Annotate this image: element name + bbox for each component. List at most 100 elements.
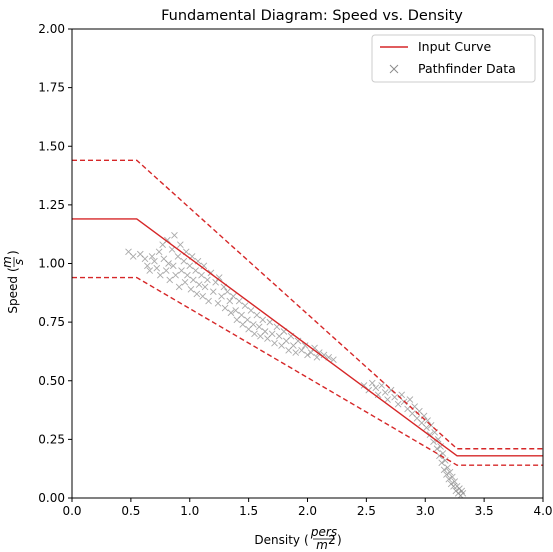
scatter-point bbox=[166, 276, 174, 284]
scatter-point bbox=[178, 267, 185, 274]
legend: Input Curve Pathfinder Data bbox=[371, 34, 536, 83]
scatter-point bbox=[301, 342, 309, 349]
scatter-point bbox=[330, 356, 337, 363]
scatter-point bbox=[214, 300, 222, 307]
y-tick-label: 2.00 bbox=[38, 22, 65, 36]
scatter-point bbox=[181, 278, 189, 286]
svg-text:): ) bbox=[6, 250, 20, 255]
legend-box bbox=[371, 34, 536, 83]
y-unit-numerator: m bbox=[0, 256, 14, 268]
scatter-point bbox=[268, 330, 276, 338]
scatter-point bbox=[320, 351, 328, 359]
scatter-point bbox=[271, 339, 278, 347]
svg-text:): ) bbox=[337, 533, 342, 547]
y-unit-denominator: s bbox=[12, 259, 26, 265]
x-axis-unit: ( pers m 2 ) bbox=[304, 525, 342, 552]
legend-scatter-marker bbox=[389, 64, 399, 74]
scatter-point bbox=[168, 246, 176, 253]
scatter-point bbox=[304, 351, 311, 359]
y-tick-label: 0.25 bbox=[38, 432, 65, 446]
scatter-point bbox=[241, 302, 249, 310]
x-tick-label: 2.0 bbox=[298, 504, 317, 518]
scatter-point bbox=[238, 311, 245, 319]
y-axis-label-text: Speed bbox=[6, 276, 20, 314]
scatter-point bbox=[195, 281, 203, 288]
axes-frame bbox=[71, 28, 544, 499]
scatter-point bbox=[218, 293, 225, 300]
scatter-point bbox=[172, 271, 179, 279]
scatter-point bbox=[406, 396, 414, 403]
x-tick-label: 1.0 bbox=[180, 504, 199, 518]
x-axis-label: Density bbox=[254, 533, 300, 547]
scatter-point bbox=[384, 396, 391, 403]
x-tick-label: 3.5 bbox=[475, 504, 494, 518]
scatter-point bbox=[424, 417, 431, 424]
y-tick-label: 0.50 bbox=[38, 374, 65, 388]
scatter-point bbox=[141, 255, 149, 263]
scatter-point bbox=[169, 262, 177, 270]
scatter-point bbox=[372, 384, 380, 392]
scatter-point bbox=[215, 274, 223, 281]
scatter-point bbox=[144, 262, 151, 270]
scatter-point bbox=[438, 459, 446, 467]
input-curve-line bbox=[72, 218, 543, 457]
scatter-point bbox=[229, 293, 237, 300]
scatter-point bbox=[193, 290, 201, 298]
scatter-point bbox=[151, 257, 158, 265]
scatter-point bbox=[189, 276, 197, 284]
scatter-point bbox=[205, 297, 212, 305]
scatter-point bbox=[368, 379, 376, 387]
scatter-point bbox=[441, 457, 449, 464]
scatter-point bbox=[148, 253, 156, 260]
scatter-point bbox=[307, 349, 315, 356]
scatter-point bbox=[298, 346, 305, 354]
scatter-point bbox=[446, 468, 454, 476]
scatter-point bbox=[247, 307, 255, 314]
svg-text:(: ( bbox=[6, 267, 20, 272]
bound-line-dashed-1 bbox=[72, 159, 543, 450]
x-tick-label: 4.0 bbox=[533, 504, 552, 518]
scatter-point bbox=[201, 283, 209, 291]
scatter-point bbox=[423, 424, 430, 431]
legend-label-input-curve: Input Curve bbox=[418, 39, 492, 54]
scatter-point bbox=[394, 400, 402, 408]
scatter-point bbox=[443, 471, 450, 478]
scatter-point bbox=[198, 271, 205, 279]
y-tick-label: 1.50 bbox=[38, 139, 65, 153]
scatter-point bbox=[259, 316, 267, 324]
scatter-point bbox=[224, 288, 231, 295]
scatter-point bbox=[153, 264, 161, 272]
scatter-point bbox=[244, 316, 251, 324]
scatter-point bbox=[266, 318, 274, 326]
scatter-point bbox=[434, 436, 442, 443]
x-unit-numerator: pers bbox=[310, 525, 337, 539]
scatter-point bbox=[162, 267, 170, 274]
x-tick-label: 0.0 bbox=[62, 504, 81, 518]
scatter-point bbox=[261, 328, 269, 335]
scatter-point bbox=[174, 253, 182, 260]
y-tick-label: 0.00 bbox=[38, 491, 65, 505]
scatter-point bbox=[250, 321, 257, 328]
scatter-point bbox=[458, 487, 466, 495]
scatter-point bbox=[440, 466, 448, 474]
scatter-point bbox=[171, 232, 178, 239]
x-unit-denominator: m bbox=[316, 538, 328, 552]
scatter-point bbox=[204, 276, 211, 284]
scatter-point bbox=[235, 297, 243, 305]
scatter-point bbox=[391, 393, 398, 401]
scatter-point bbox=[221, 304, 229, 312]
scatter-point bbox=[212, 278, 219, 286]
scatter-point bbox=[156, 271, 164, 279]
scatter-point bbox=[184, 271, 191, 279]
y-tick-label: 0.75 bbox=[38, 315, 65, 329]
chart-title: Fundamental Diagram: Speed vs. Density bbox=[161, 8, 463, 24]
scatter-point bbox=[459, 489, 467, 497]
x-tick-label: 3.0 bbox=[416, 504, 435, 518]
scatter-point bbox=[192, 267, 199, 274]
scatter-point bbox=[226, 297, 234, 305]
scatter-point bbox=[199, 293, 207, 300]
scatter-series-pathfinder bbox=[125, 232, 467, 498]
y-tick-label: 1.25 bbox=[38, 198, 65, 212]
plot-area bbox=[72, 159, 543, 498]
